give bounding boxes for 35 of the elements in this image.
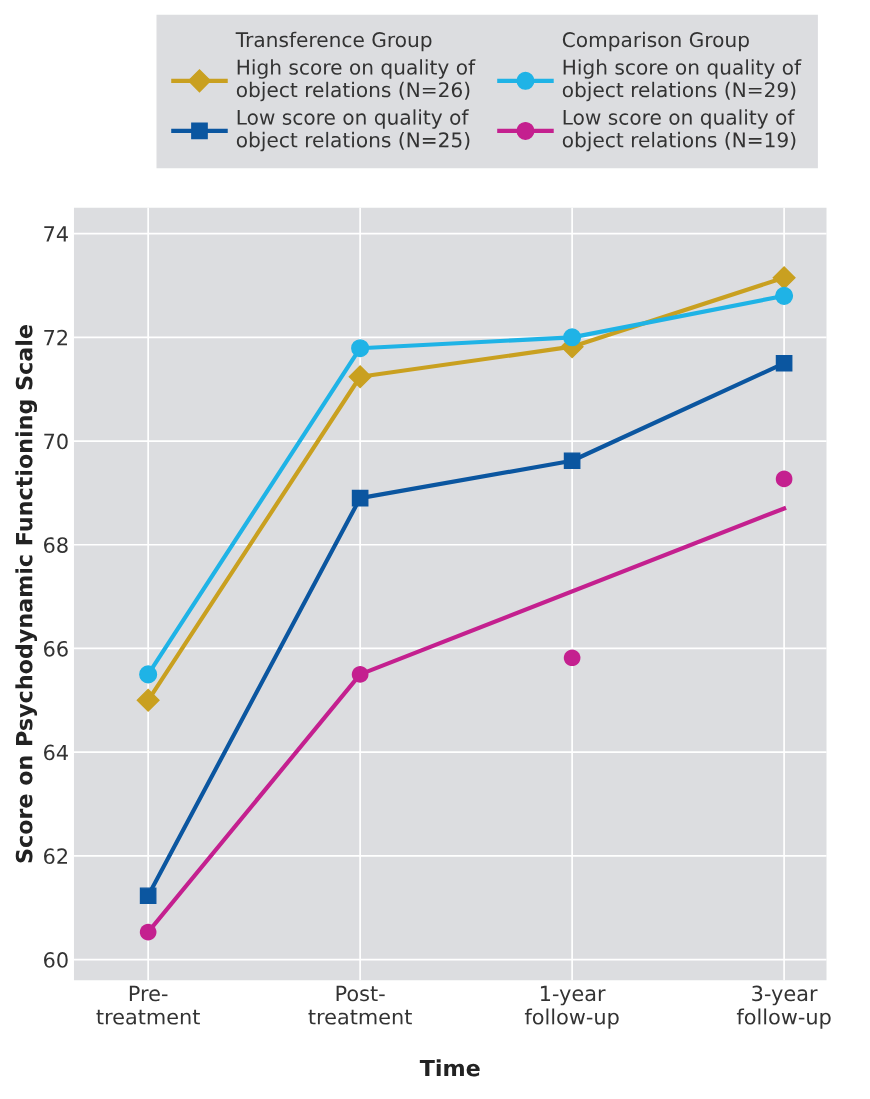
point bbox=[136, 688, 160, 712]
point bbox=[775, 286, 794, 305]
point bbox=[351, 489, 369, 507]
point bbox=[348, 365, 372, 389]
x-axis-title: Time bbox=[419, 1059, 480, 1077]
point bbox=[351, 666, 369, 683]
point bbox=[139, 887, 157, 905]
y-tick-label: 66 bbox=[44, 640, 68, 657]
point bbox=[139, 923, 157, 941]
legend-label: Low score on quality of object relations (N=25) bbox=[236, 109, 470, 152]
point bbox=[772, 266, 796, 290]
x-tick-label: 1-year follow-up bbox=[524, 985, 619, 1029]
x-tick-label: Pre- treatment bbox=[96, 985, 200, 1025]
point bbox=[563, 328, 582, 347]
x-tick-label: 3-year follow-up bbox=[736, 985, 831, 1029]
point bbox=[563, 452, 581, 470]
y-tick-label: 64 bbox=[44, 744, 68, 761]
y-tick-label: 70 bbox=[44, 433, 68, 450]
point bbox=[139, 665, 158, 684]
point bbox=[563, 649, 581, 667]
y-tick-label: 74 bbox=[44, 226, 68, 242]
x-tick-label: Post- treatment bbox=[308, 985, 412, 1025]
y-tick-label: 68 bbox=[44, 537, 68, 553]
y-axis-title: Score on Psychodynamic Functioning Scale bbox=[15, 325, 38, 863]
y-tick-label: 72 bbox=[44, 329, 67, 346]
text: Transference Group bbox=[235, 31, 432, 52]
point bbox=[775, 470, 793, 488]
point bbox=[775, 354, 793, 372]
legend-label: Low score on quality of object relations (N=19) bbox=[562, 109, 796, 152]
y-tick-label: 60 bbox=[44, 952, 68, 968]
legend-label: High score on quality of object relations (N=29) bbox=[562, 59, 802, 102]
y-tick-label: 62 bbox=[44, 848, 67, 865]
point bbox=[351, 339, 370, 358]
legend-label: High score on quality of object relations (N=26) bbox=[236, 59, 476, 102]
text: Comparison Group bbox=[562, 31, 749, 52]
